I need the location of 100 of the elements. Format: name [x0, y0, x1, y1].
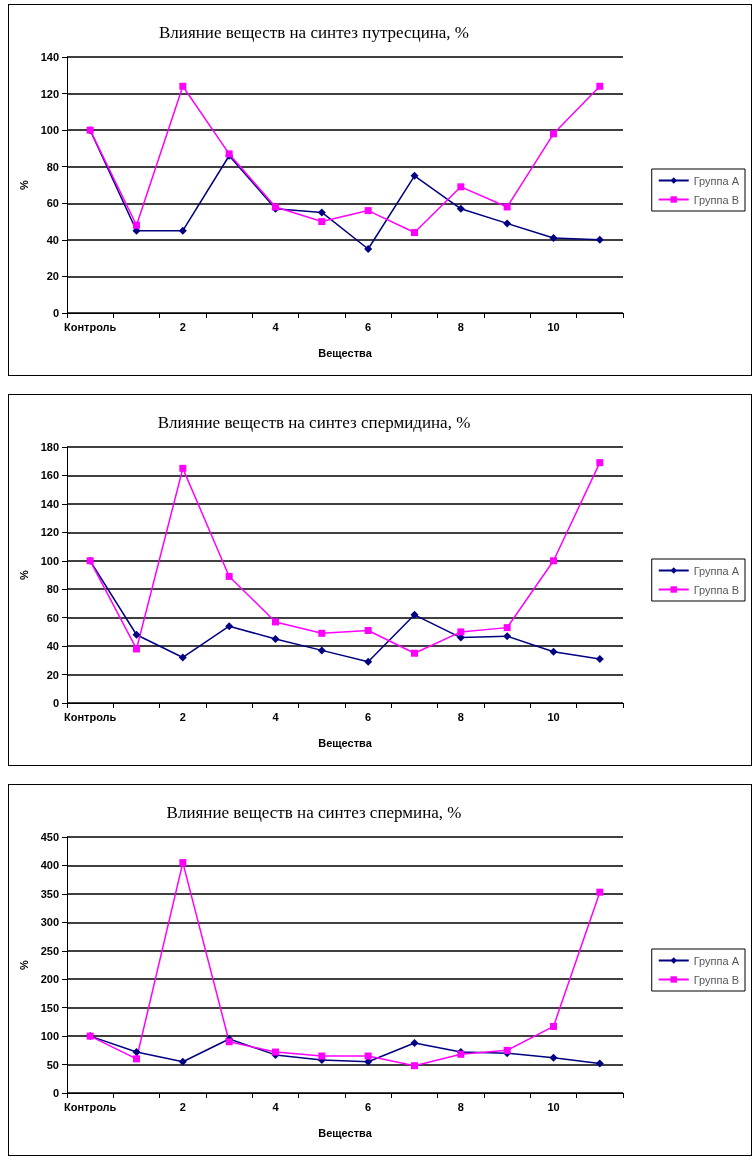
point — [549, 647, 558, 656]
y-tick-label: 350 — [40, 887, 59, 900]
legend-label: Группа А — [693, 564, 740, 577]
legend-label: Группа В — [693, 583, 740, 596]
point — [178, 226, 187, 235]
y-tick-label: 300 — [40, 916, 59, 929]
point — [457, 628, 465, 636]
chart-title: Влияние веществ на синтез спермина, % — [166, 803, 462, 822]
y-tick-label: 400 — [40, 859, 59, 872]
x-tick-label: 6 — [365, 320, 372, 333]
point — [456, 204, 465, 213]
point — [503, 219, 512, 228]
point — [503, 203, 511, 211]
y-tick-label: 180 — [40, 441, 59, 453]
x-tick-label: 8 — [457, 1100, 464, 1113]
y-tick-label: 200 — [40, 973, 59, 986]
y-tick-label: 250 — [40, 944, 59, 957]
y-tick-label: 120 — [40, 526, 59, 539]
point — [410, 1038, 419, 1047]
point — [596, 82, 604, 90]
point — [318, 218, 326, 226]
y-tick-label: 100 — [40, 1030, 59, 1043]
point — [133, 645, 140, 653]
point — [550, 557, 557, 565]
x-tick-label: 4 — [272, 710, 280, 723]
point — [411, 229, 418, 237]
point — [317, 208, 326, 217]
point — [411, 1062, 418, 1070]
x-tick-label: 2 — [179, 710, 186, 723]
point — [595, 1059, 604, 1068]
chart-title: Влияние веществ на синтез спермидина, % — [157, 413, 471, 432]
point — [410, 171, 419, 180]
x-tick-label: Контроль — [63, 710, 117, 723]
y-axis-title: % — [17, 569, 30, 580]
y-tick-label: 0 — [52, 697, 59, 709]
y-tick-label: 20 — [46, 668, 59, 681]
y-tick-label: 450 — [40, 831, 59, 843]
y-tick-label: 60 — [46, 197, 59, 210]
x-tick-label: 10 — [547, 320, 560, 333]
legend-label: Группа В — [693, 973, 740, 986]
point — [503, 1046, 511, 1054]
legend-label: Группа В — [693, 193, 740, 206]
y-axis-title: % — [17, 179, 30, 190]
point — [595, 654, 604, 663]
point — [225, 572, 233, 580]
y-tick-label: 140 — [40, 497, 59, 510]
point — [318, 1052, 326, 1060]
x-tick-label: Контроль — [63, 1100, 117, 1113]
point — [178, 1057, 187, 1066]
point — [364, 657, 373, 666]
x-tick-label: 10 — [547, 1100, 560, 1113]
point — [178, 653, 187, 662]
y-tick-label: 140 — [40, 51, 59, 63]
x-tick-label: 2 — [179, 320, 186, 333]
point — [271, 635, 280, 643]
x-tick-label: 6 — [365, 1100, 372, 1113]
point — [317, 646, 326, 655]
chart-title: Влияние веществ на синтез путресцина, % — [158, 23, 470, 42]
y-tick-label: 20 — [46, 270, 59, 283]
point — [503, 632, 512, 641]
point — [596, 459, 604, 467]
point — [364, 626, 372, 634]
point — [364, 245, 373, 253]
x-tick-label: 8 — [457, 710, 464, 723]
point — [133, 221, 140, 229]
point — [318, 629, 326, 637]
point — [225, 622, 234, 631]
y-tick-label: 150 — [40, 1001, 59, 1014]
x-axis-title: Вещества — [318, 736, 373, 749]
point — [364, 1052, 372, 1060]
point — [225, 1038, 233, 1046]
point — [550, 130, 557, 138]
point — [272, 618, 279, 626]
x-tick-label: Контроль — [63, 320, 117, 333]
point — [179, 464, 187, 472]
point — [503, 624, 511, 632]
x-tick-label: 10 — [547, 710, 560, 723]
point — [549, 1053, 558, 1062]
y-tick-label: 40 — [46, 233, 59, 246]
y-tick-label: 40 — [46, 640, 59, 653]
x-axis-title: Вещества — [318, 1126, 373, 1139]
y-tick-label: 100 — [40, 124, 59, 137]
point — [595, 235, 604, 244]
x-tick-label: 8 — [457, 320, 464, 333]
x-tick-label: 6 — [365, 710, 372, 723]
point — [364, 207, 372, 215]
point — [411, 649, 418, 657]
point — [133, 1055, 140, 1063]
y-tick-label: 160 — [40, 469, 59, 482]
legend-label: Группа А — [693, 954, 740, 967]
point — [179, 82, 187, 90]
x-tick-label: 2 — [179, 1100, 186, 1113]
y-tick-label: 0 — [52, 307, 59, 319]
x-tick-label: 4 — [272, 1100, 280, 1113]
point — [179, 859, 187, 867]
point — [410, 610, 419, 619]
y-tick-label: 50 — [46, 1058, 59, 1071]
point — [550, 1022, 557, 1030]
y-tick-label: 80 — [46, 160, 59, 173]
y-tick-label: 100 — [40, 554, 59, 567]
